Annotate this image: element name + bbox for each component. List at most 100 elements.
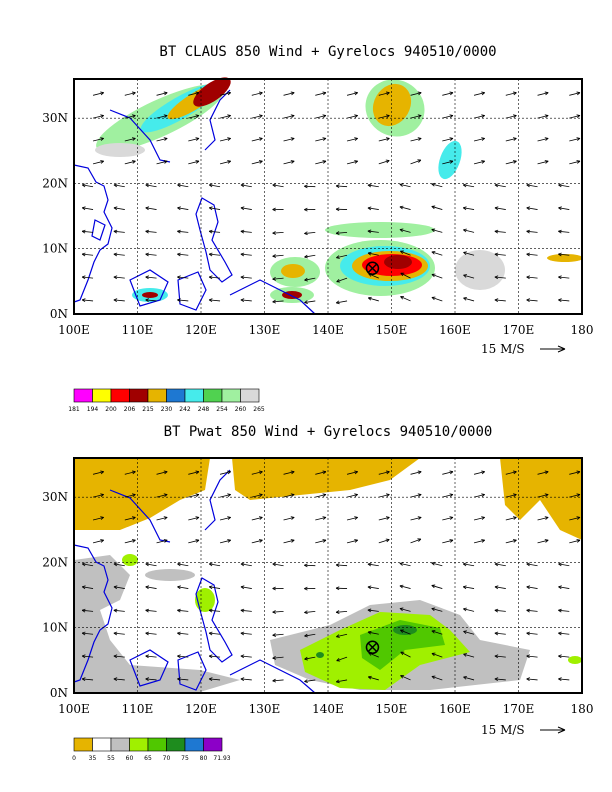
wind-vector-head (463, 251, 467, 255)
wind-vector-head (304, 633, 308, 638)
wind-vector-head (227, 137, 231, 141)
wind-vector (145, 276, 157, 279)
wind-vector-head (463, 630, 467, 634)
wind-vector-head (100, 137, 104, 141)
wind-vector-head (145, 608, 150, 613)
colorbar-label: 75 (181, 755, 189, 762)
wind-vector (558, 184, 570, 188)
wind-vector (304, 633, 316, 637)
wind-vector (431, 676, 443, 681)
wind-vector (315, 137, 327, 142)
wind-vector (526, 207, 538, 210)
wind-vector-head (494, 275, 499, 280)
wind-vector-head (431, 273, 436, 278)
wind-vector-head (272, 254, 277, 258)
wind-vector (378, 115, 390, 119)
wind-vector (336, 679, 348, 683)
wind-vector (240, 299, 252, 302)
wind-vector (240, 632, 252, 635)
wind-vector-head (208, 677, 213, 682)
wind-vector-head (81, 298, 86, 303)
chart1-coastline (91, 219, 106, 241)
wind-vector-head (272, 610, 276, 614)
wind-vector-head (195, 539, 200, 543)
wind-vector (410, 159, 422, 165)
wind-vector (431, 251, 443, 256)
wind-vector (442, 115, 454, 119)
x-tick-label: 180 (571, 702, 594, 716)
wind-vector-head (558, 275, 562, 280)
wind-vector-head (177, 183, 181, 188)
wind-vector-head (463, 274, 467, 278)
wind-vector (399, 229, 411, 233)
wind-vector (124, 494, 136, 498)
wind-vector (145, 253, 157, 256)
wind-vector (431, 585, 443, 589)
wind-vector (124, 137, 136, 142)
wind-vector-head (81, 608, 86, 613)
wind-vector (156, 92, 168, 96)
colorbar-label: 194 (87, 406, 99, 413)
wind-vector (283, 516, 295, 521)
wind-vector-head (113, 654, 118, 659)
wind-vector-head (81, 252, 86, 257)
wind-vector-head (208, 608, 213, 613)
wind-vector (145, 586, 157, 589)
wind-vector (240, 586, 252, 589)
wind-vector (304, 679, 316, 682)
wind-vector-head (163, 539, 168, 543)
chart2-water-fields (74, 458, 582, 692)
wind-vector-head (494, 562, 499, 567)
wind-vector-head (494, 677, 499, 682)
colorbar-swatch (92, 388, 112, 403)
wind-vector (82, 586, 94, 589)
wind-vector-head (449, 114, 454, 119)
wind-vector (526, 632, 538, 635)
wind-vector (410, 471, 422, 475)
wind-vector (145, 207, 157, 210)
chart2-field (360, 620, 445, 670)
wind-vector-head (163, 493, 168, 498)
wind-vector-head (290, 114, 295, 119)
wind-vector (431, 608, 443, 612)
wind-vector-head (367, 585, 372, 590)
storm-circle-icon (365, 640, 380, 655)
wind-vector (145, 299, 157, 302)
wind-vector-head (481, 137, 485, 141)
wind-vector (304, 300, 316, 303)
chart2-frame (73, 457, 583, 694)
chart2-grid (74, 458, 582, 693)
wind-vector-head (576, 470, 581, 475)
wind-vector-head (145, 183, 150, 188)
wind-vector-head (512, 114, 517, 119)
arrow-head-icon (557, 345, 566, 353)
wind-vector (272, 611, 284, 613)
wind-vector (505, 471, 517, 475)
chart1-cloud-fields (95, 77, 583, 303)
wind-vector (526, 299, 538, 302)
wind-vector-head (463, 228, 467, 233)
wind-vector (124, 516, 136, 521)
wind-vector-head (336, 278, 341, 283)
wind-vector-head (544, 114, 549, 119)
wind-vector-head (449, 91, 454, 96)
wind-vector-head (544, 137, 549, 141)
wind-vector (494, 655, 506, 658)
storm-cross-icon (367, 642, 378, 653)
wind-vector-head (400, 675, 404, 679)
wind-vector (442, 494, 454, 498)
wind-vector-head (449, 516, 454, 520)
wind-vector-head (177, 608, 181, 613)
wind-vector (240, 678, 252, 681)
wind-vector-head (131, 91, 136, 96)
wind-vector-head (290, 470, 295, 475)
wind-vector (219, 137, 231, 142)
x-tick-label: 160E (439, 702, 471, 716)
wind-vector-head (227, 539, 231, 543)
wind-vector (283, 115, 295, 119)
wind-vector (156, 516, 168, 521)
colorbar-label: 215 (142, 406, 154, 413)
wind-vector-head (81, 562, 86, 567)
colorbar-label: 260 (235, 406, 247, 413)
wind-vector (494, 563, 506, 567)
